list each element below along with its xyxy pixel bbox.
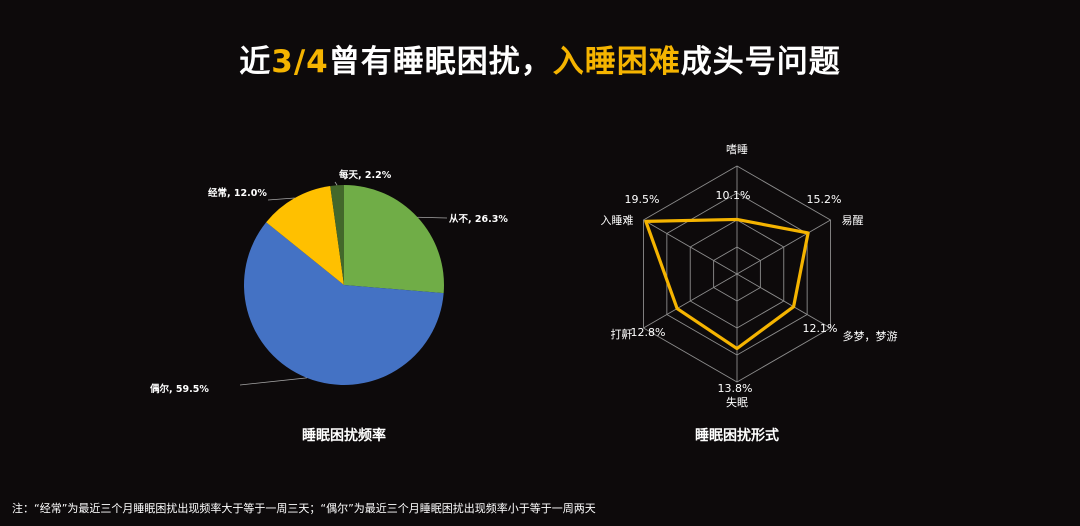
pie-data-label-3: 经常, 12.0%	[208, 187, 267, 199]
pie-leader-line-4	[334, 181, 338, 186]
title-text-1: 近	[239, 44, 272, 80]
radar-value-label-4: 13.8%	[718, 382, 753, 395]
pie-data-label-4: 每天, 2.2%	[339, 169, 392, 181]
radar-axis-label-3: 多梦，梦游	[843, 329, 898, 343]
radar-chart-caption: 睡眠困扰形式	[695, 427, 779, 444]
radar-value-label-5: 12.8%	[631, 326, 666, 339]
pie-chart-caption: 睡眠困扰频率	[302, 427, 386, 444]
radar-value-label-6: 19.5%	[625, 193, 660, 206]
pie-leader-line-3	[267, 197, 295, 201]
page-title: 近3/4曾有睡眠困扰，入睡困难成头号问题	[0, 36, 1080, 81]
radar-axis-label-5: 打鼾	[610, 327, 632, 341]
radar-axis-label-6: 入睡难	[600, 214, 633, 227]
pie-data-label-2: 偶尔, 59.5%	[150, 383, 209, 395]
radar-series-line	[644, 217, 810, 351]
radar-value-label-3: 12.1%	[803, 322, 838, 335]
radar-value-label-2: 15.2%	[807, 193, 842, 206]
pie-slice-4	[330, 185, 344, 285]
pie-leader-line-2	[239, 377, 307, 386]
radar-spoke-6	[643, 219, 738, 275]
pie-leader-line-1	[417, 216, 448, 219]
pie-slice-2	[244, 222, 444, 385]
pie-chart: 从不, 26.3% 偶尔, 59.5% 经常, 12.0% 每天, 2.2%	[150, 169, 508, 395]
title-highlight-fraction: 3/4	[271, 44, 329, 80]
radar-value-label-1: 10.1%	[716, 189, 751, 202]
footnote: 注：“经常”为最近三个月睡眠困扰出现频率大于等于一周三天；“偶尔”为最近三个月睡…	[12, 502, 596, 515]
radar-spoke-2	[736, 219, 831, 275]
pie-data-label-1: 从不, 26.3%	[449, 214, 508, 225]
radar-spoke-5	[643, 273, 738, 329]
title-highlight-issue: 入睡困难	[552, 44, 681, 80]
pie-slice-1	[344, 185, 445, 294]
title-text-3: 成头号问题	[680, 44, 841, 80]
pie-slice-3	[266, 185, 344, 285]
radar-axis-label-2: 易醒	[842, 214, 864, 227]
radar-axis-label-4: 失眠	[726, 396, 748, 409]
radar-axis-label-1: 嗜睡	[726, 143, 748, 156]
title-text-2: 曾有睡眠困扰，	[328, 44, 553, 80]
radar-spoke-3	[736, 273, 831, 329]
